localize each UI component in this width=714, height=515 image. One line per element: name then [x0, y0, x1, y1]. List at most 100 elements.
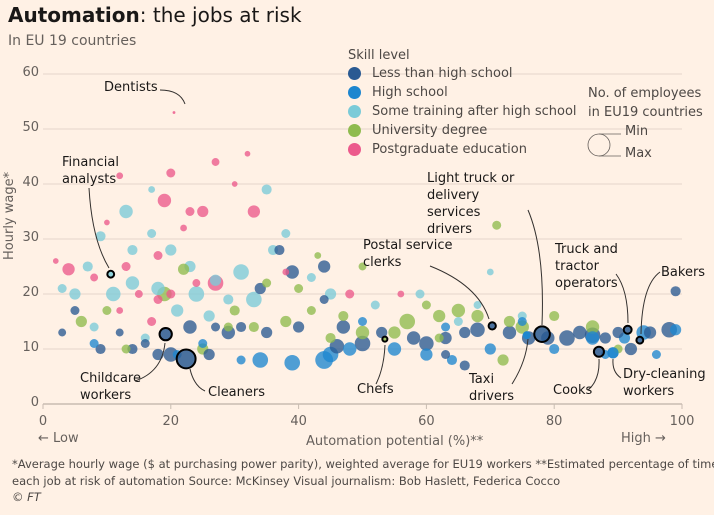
job-bubble: [336, 320, 351, 334]
chart-title: Automation: the jobs at risk: [8, 3, 302, 27]
job-bubble: [180, 224, 187, 232]
leader-truck-tractor: [615, 273, 629, 324]
job-bubble: [284, 354, 301, 371]
leader-dry-cleaning: [612, 358, 622, 379]
leader-light-truck: [527, 209, 543, 326]
legend-label: High school: [372, 85, 448, 100]
job-bubble: [329, 339, 345, 354]
leader-taxi: [511, 338, 529, 385]
leader-bakers: [640, 271, 661, 335]
job-bubble: [549, 310, 560, 322]
job-bubble: [69, 288, 81, 300]
job-bubble: [294, 284, 304, 293]
job-bubble: [95, 343, 106, 355]
job-bubble: [421, 300, 431, 310]
leader-postal: [429, 265, 490, 320]
legend-dot: [348, 105, 361, 118]
job-bubble: [58, 328, 67, 337]
x-tick-label: 100: [669, 414, 695, 429]
job-bubble: [248, 321, 259, 333]
footnote-line-2: each job at risk of automation Source: M…: [12, 474, 561, 488]
job-bubble: [314, 252, 322, 259]
job-bubble: [192, 279, 201, 287]
job-bubble: [599, 332, 611, 344]
job-bubble: [57, 284, 67, 293]
size-key-circle-max: [587, 133, 611, 157]
job-bubble: [127, 244, 138, 256]
title-rest: : the jobs at risk: [139, 3, 302, 27]
job-bubble: [247, 205, 261, 218]
legend-item-some-training: Some training after high school: [348, 104, 577, 119]
job-bubble: [624, 342, 638, 356]
job-bubble: [246, 291, 262, 308]
x-tick-label: 60: [418, 414, 435, 429]
job-bubble: [151, 281, 165, 296]
job-bubble: [95, 231, 106, 242]
size-legend-max: Max: [625, 146, 652, 161]
y-axis-label: Hourly wage*: [2, 171, 17, 260]
job-bubble: [559, 330, 575, 346]
job-bubble: [153, 251, 163, 260]
job-bubble: [282, 268, 290, 276]
size-legend-min: Min: [625, 124, 649, 139]
job-bubble: [211, 322, 221, 332]
job-bubble: [549, 343, 560, 355]
job-bubble: [197, 205, 209, 218]
job-bubble: [451, 303, 466, 318]
job-bubble: [166, 168, 176, 178]
job-bubble: [420, 348, 433, 361]
highlighted-bubble-postal-service-clerks: [487, 321, 497, 331]
legend-item-less-than-high-school: Less than high school: [348, 66, 513, 81]
annotation-dry-cleaning-workers: Dry-cleaning workers: [623, 367, 706, 399]
highlighted-bubble-cooks: [592, 345, 605, 358]
annotation-childcare-workers: Childcare workers: [80, 371, 141, 403]
job-bubble: [585, 320, 600, 334]
highlighted-bubble-childcare-workers: [158, 327, 173, 342]
legend-item-university: University degree: [348, 123, 487, 138]
job-bubble: [325, 332, 336, 344]
job-bubble: [125, 276, 140, 290]
job-bubble: [446, 354, 458, 366]
job-bubble: [670, 286, 681, 297]
job-bubble: [453, 317, 463, 326]
size-legend-title-1: No. of employees: [588, 86, 702, 101]
job-bubble: [338, 310, 349, 322]
leader-chefs: [375, 344, 386, 385]
job-bubble: [104, 219, 110, 226]
job-bubble: [152, 348, 164, 361]
job-bubble: [236, 321, 247, 333]
job-bubble: [75, 315, 87, 328]
job-bubble: [497, 354, 509, 366]
legend-label: Less than high school: [372, 66, 513, 81]
job-bubble: [262, 278, 272, 288]
job-bubble: [285, 265, 299, 279]
annotation-light-truck-drivers: Light truck or delivery services drivers: [427, 171, 515, 237]
job-bubble: [517, 317, 527, 326]
job-bubble: [415, 289, 425, 299]
job-bubble: [147, 229, 157, 238]
job-bubble: [274, 244, 285, 256]
job-bubble: [439, 331, 452, 345]
job-bubble: [612, 326, 624, 339]
annotation-postal-clerks: Postal service clerks: [363, 238, 453, 270]
job-bubble: [198, 339, 208, 348]
job-bubble: [370, 300, 380, 310]
job-bubble: [70, 306, 80, 315]
legend-dot: [348, 67, 361, 80]
job-bubble: [115, 328, 124, 337]
annotation-taxi-drivers: Taxi drivers: [469, 372, 515, 404]
x-tick-label: 40: [290, 414, 307, 429]
job-bubble: [319, 295, 329, 304]
job-bubble: [177, 263, 190, 275]
job-bubble: [484, 343, 496, 355]
job-bubble: [441, 350, 451, 359]
job-bubble: [140, 339, 150, 348]
legend-item-high-school: High school: [348, 85, 448, 100]
job-bubble: [244, 150, 251, 157]
job-bubble: [492, 220, 502, 230]
job-bubble: [387, 342, 402, 356]
job-bubble: [116, 307, 124, 314]
job-bubble: [503, 315, 516, 328]
job-bubble: [163, 347, 179, 362]
